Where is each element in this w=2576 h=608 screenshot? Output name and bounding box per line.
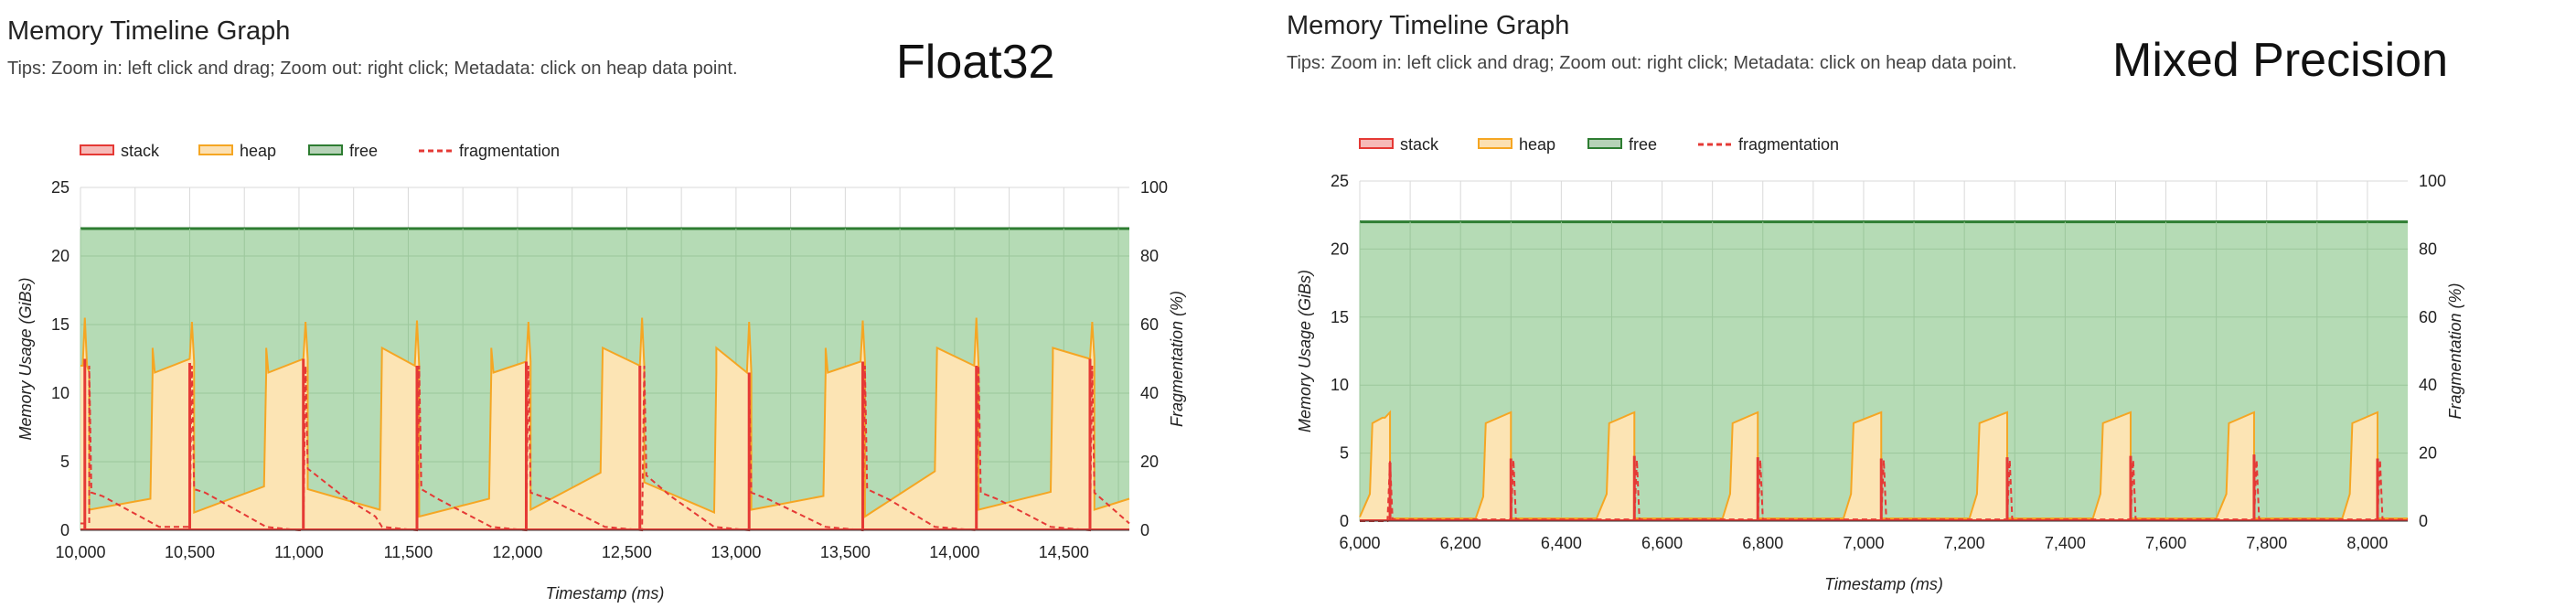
x-tick-label: 11,500 (384, 543, 433, 561)
y-axis-title: Memory Usage (GiBs) (1296, 270, 1314, 432)
tips-text: Tips: Zoom in: left click and drag; Zoom… (7, 59, 738, 79)
legend-swatch (1587, 138, 1622, 149)
legend-label: heap (240, 142, 276, 160)
y2-tick-label: 80 (1140, 247, 1159, 265)
x-tick-label: 6,800 (1742, 534, 1783, 552)
x-tick-label: 6,400 (1541, 534, 1582, 552)
legend-item-free[interactable]: free (308, 142, 378, 160)
variant-label: Float32 (896, 36, 1055, 89)
legend-swatch (198, 144, 233, 155)
x-tick-label: 11,000 (274, 543, 324, 561)
heap-line (1359, 410, 2408, 520)
heap-area (80, 317, 1129, 530)
legend-label: fragmentation (1738, 135, 1839, 154)
heap-line (80, 317, 1130, 518)
legend-label: free (1629, 135, 1657, 154)
x-tick-label: 14,500 (1039, 543, 1089, 561)
y-tick-label: 5 (1340, 444, 1349, 463)
y-axis-title: Memory Usage (GiBs) (16, 277, 35, 440)
x-tick-label: 7,200 (1944, 534, 1985, 552)
y2-tick-label: 60 (2419, 308, 2437, 326)
x-tick-label: 12,500 (602, 543, 652, 561)
y2-tick-label: 80 (2419, 240, 2437, 258)
y-tick-label: 20 (51, 247, 69, 265)
legend-swatch (1478, 138, 1512, 149)
x-tick-label: 6,000 (1339, 534, 1380, 552)
legend-label: stack (121, 142, 160, 160)
tips-text: Tips: Zoom in: left click and drag; Zoom… (1287, 53, 2017, 73)
x-tick-label: 10,500 (165, 543, 215, 561)
y-tick-label: 20 (1331, 240, 1349, 258)
legend-item-heap[interactable]: heap (198, 142, 276, 160)
y-tick-label: 15 (1331, 308, 1349, 326)
x-tick-label: 8,000 (2346, 534, 2388, 552)
x-tick-label: 13,500 (820, 543, 871, 561)
legend-swatch (80, 144, 114, 155)
x-tick-label: 6,200 (1440, 534, 1481, 552)
y-tick-label: 0 (60, 521, 69, 539)
y-tick-label: 15 (51, 315, 69, 334)
x-tick-label: 7,400 (2045, 534, 2086, 552)
legend-item-free[interactable]: free (1587, 135, 1657, 154)
y-tick-label: 0 (1340, 512, 1349, 530)
y2-axis-title: Fragmentation (%) (2446, 283, 2464, 419)
legend-label: stack (1400, 135, 1439, 154)
y2-tick-label: 20 (2419, 444, 2437, 463)
y-tick-label: 25 (51, 178, 69, 197)
legend-item-stack[interactable]: stack (1359, 135, 1439, 154)
legend-item-fragmentation[interactable]: fragmentation (419, 142, 560, 160)
x-tick-label: 6,600 (1641, 534, 1683, 552)
memory-timeline-chart[interactable]: 6,000 6,200 6,400 6,600 6,800 7,000 7,200 7,400… (1276, 0, 2576, 608)
memory-timeline-chart[interactable]: 10,000 10,500 11,000 11,500 12,000 12,500 13,0… (0, 0, 1276, 608)
y2-tick-label: 100 (2419, 172, 2446, 190)
y-tick-label: 25 (1331, 172, 1349, 190)
variant-label: Mixed Precision (2112, 34, 2449, 87)
x-tick-label: 7,600 (2145, 534, 2186, 552)
y2-tick-label: 0 (2419, 512, 2428, 530)
x-tick-label: 14,000 (929, 543, 979, 561)
float32-panel: Memory Timeline Graph Tips: Zoom in: lef… (0, 0, 1276, 608)
fragmentation-line (1360, 459, 2408, 522)
y2-tick-label: 40 (1140, 384, 1159, 402)
legend-item-fragmentation[interactable]: fragmentation (1698, 135, 1839, 154)
x-tick-label: 12,000 (492, 543, 542, 561)
fragmentation-line (80, 365, 1130, 532)
x-axis-title: Timestamp (ms) (546, 584, 665, 603)
y-tick-label: 10 (1331, 376, 1349, 394)
x-tick-label: 13,000 (711, 543, 761, 561)
y2-tick-label: 60 (1140, 315, 1159, 334)
mixed-precision-panel: Memory Timeline Graph Tips: Zoom in: lef… (1276, 0, 2576, 608)
heap-area (1360, 411, 2408, 521)
legend-item-heap[interactable]: heap (1478, 135, 1555, 154)
y2-axis-title: Fragmentation (%) (1168, 291, 1186, 427)
legend-label: heap (1519, 135, 1555, 154)
x-axis-title: Timestamp (ms) (1824, 575, 1943, 593)
legend-swatch (1359, 138, 1394, 149)
y2-tick-label: 0 (1140, 521, 1149, 539)
page-title: Memory Timeline Graph (1287, 11, 1570, 40)
legend-swatch (308, 144, 343, 155)
y-tick-label: 5 (60, 453, 69, 471)
x-tick-label: 7,800 (2246, 534, 2287, 552)
x-tick-label: 10,000 (55, 543, 105, 561)
legend-item-stack[interactable]: stack (80, 142, 160, 160)
legend-label: fragmentation (459, 142, 560, 160)
x-tick-label: 7,000 (1843, 534, 1884, 552)
y2-tick-label: 20 (1140, 453, 1159, 471)
page-title: Memory Timeline Graph (7, 16, 291, 46)
y2-tick-label: 40 (2419, 376, 2437, 394)
y2-tick-label: 100 (1140, 178, 1168, 197)
y-tick-label: 10 (51, 384, 69, 402)
legend-label: free (349, 142, 378, 160)
